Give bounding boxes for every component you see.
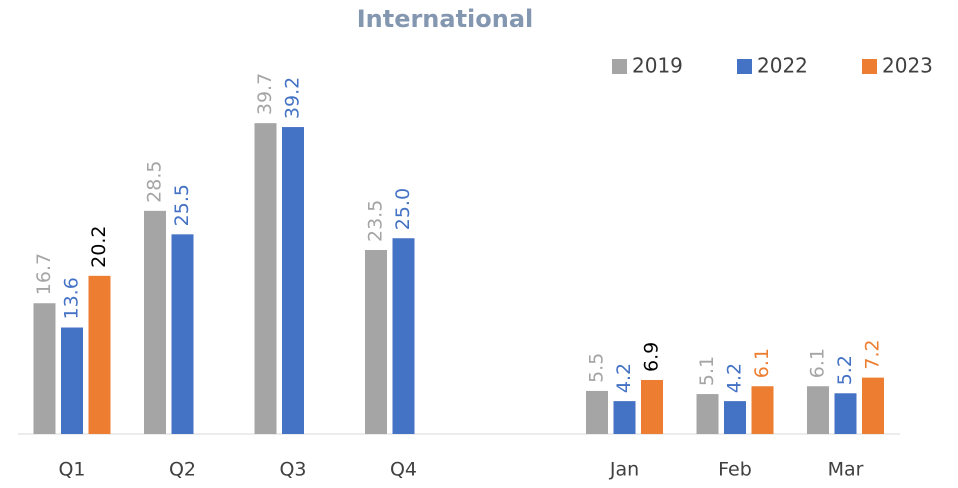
bar [641, 379, 663, 434]
bar [392, 238, 415, 434]
bar [807, 386, 829, 434]
bar [282, 127, 304, 435]
data-label: 25.0 [392, 188, 414, 230]
bar [586, 390, 608, 434]
x-tick-label: Q2 [169, 459, 196, 481]
data-label: 20.2 [88, 226, 110, 268]
legend-swatch [737, 59, 752, 74]
data-label: 6.1 [807, 348, 829, 378]
data-label: 6.1 [751, 348, 773, 378]
legend-swatch [612, 59, 627, 74]
data-label: 39.7 [254, 73, 276, 115]
bar [61, 327, 83, 434]
data-label: 4.2 [613, 363, 635, 393]
data-label: 7.2 [862, 339, 884, 369]
x-tick-label: Q3 [279, 459, 306, 481]
bar [33, 303, 56, 434]
bar [171, 234, 194, 434]
data-label: 6.9 [641, 342, 663, 372]
data-label: 5.1 [696, 356, 718, 386]
x-tick-label: Jan [609, 459, 639, 481]
data-label: 5.2 [834, 355, 856, 385]
data-label: 5.5 [586, 353, 608, 383]
x-tick-label: Mar [828, 459, 864, 481]
data-label: 39.2 [282, 77, 304, 119]
legend-swatch [862, 59, 877, 74]
legend-label: 2022 [757, 54, 808, 78]
bar [365, 249, 387, 434]
legend-label: 2019 [632, 54, 683, 78]
legend-label: 2023 [882, 54, 933, 78]
chart-title: International [357, 5, 534, 33]
data-label: 23.5 [365, 200, 387, 242]
data-label: 28.5 [144, 161, 166, 203]
x-tick-label: Feb [718, 459, 752, 481]
x-tick-label: Q4 [390, 459, 417, 481]
data-label: 4.2 [724, 363, 746, 393]
bar [254, 123, 277, 435]
x-tick-label: Q1 [58, 459, 85, 481]
data-label: 25.5 [171, 184, 193, 226]
bar [724, 401, 746, 434]
data-label: 13.6 [61, 277, 83, 319]
bar [751, 386, 774, 434]
bar [144, 210, 166, 434]
data-label: 16.7 [33, 253, 55, 295]
bar [862, 377, 884, 434]
bar [88, 275, 111, 434]
bar [613, 401, 636, 434]
bar [834, 393, 857, 434]
bar [696, 394, 719, 434]
